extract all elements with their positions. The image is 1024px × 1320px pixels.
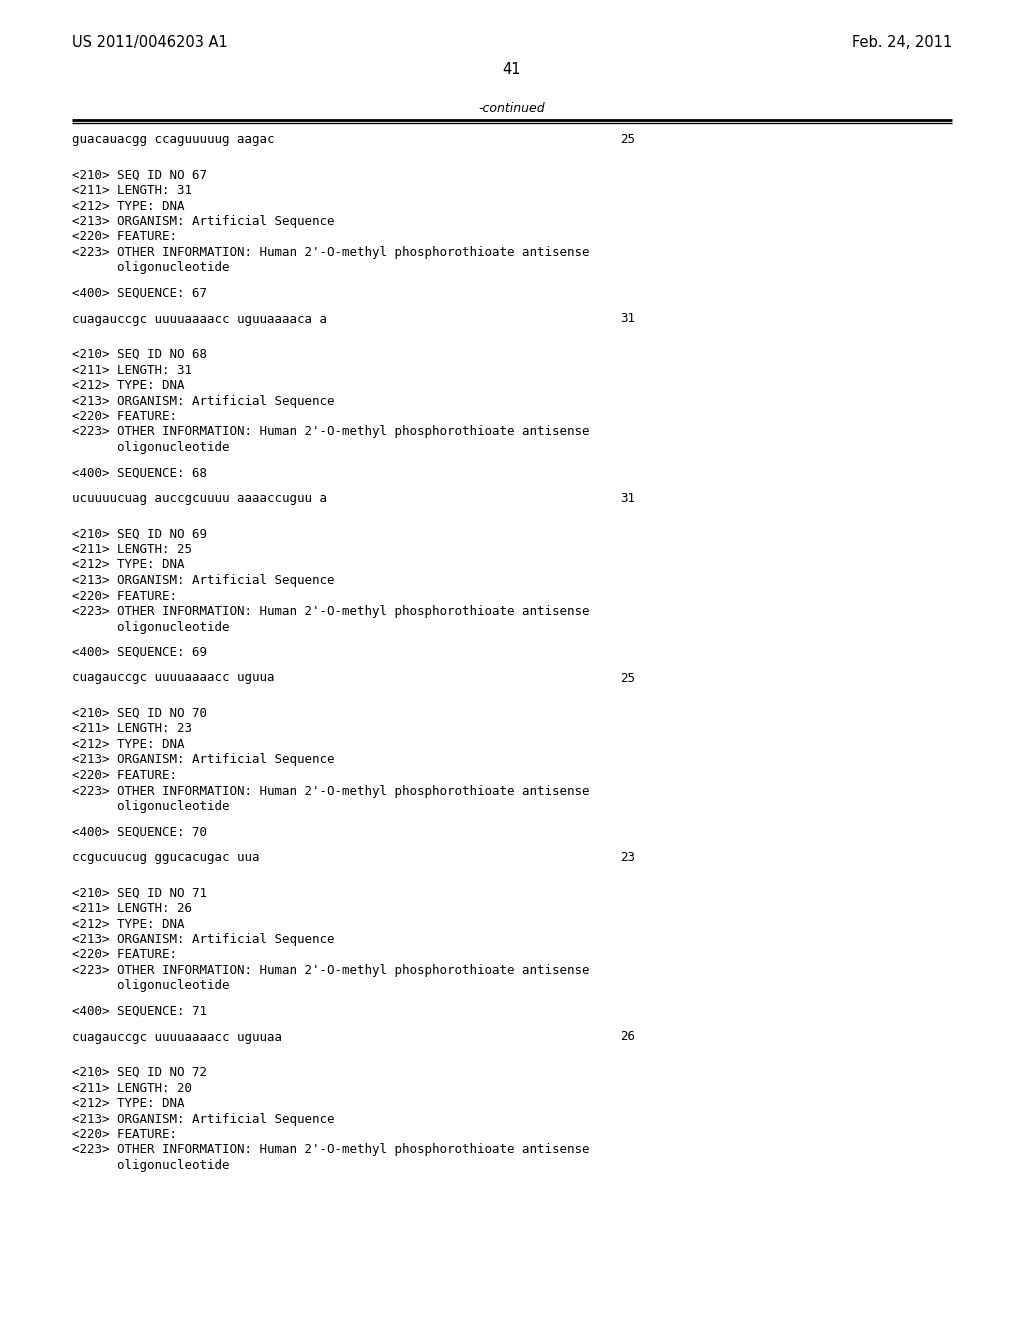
Text: <220> FEATURE:: <220> FEATURE: [72, 770, 177, 781]
Text: <400> SEQUENCE: 69: <400> SEQUENCE: 69 [72, 645, 207, 659]
Text: <223> OTHER INFORMATION: Human 2'-O-methyl phosphorothioate antisense: <223> OTHER INFORMATION: Human 2'-O-meth… [72, 784, 590, 797]
Text: <212> TYPE: DNA: <212> TYPE: DNA [72, 917, 184, 931]
Text: -continued: -continued [478, 102, 546, 115]
Text: <210> SEQ ID NO 67: <210> SEQ ID NO 67 [72, 169, 207, 181]
Text: 26: 26 [620, 1031, 635, 1044]
Text: cuagauccgc uuuuaaaacc uguua: cuagauccgc uuuuaaaacc uguua [72, 672, 274, 685]
Text: <223> OTHER INFORMATION: Human 2'-O-methyl phosphorothioate antisense: <223> OTHER INFORMATION: Human 2'-O-meth… [72, 605, 590, 618]
Text: <210> SEQ ID NO 69: <210> SEQ ID NO 69 [72, 528, 207, 540]
Text: oligonucleotide: oligonucleotide [72, 1159, 229, 1172]
Text: <213> ORGANISM: Artificial Sequence: <213> ORGANISM: Artificial Sequence [72, 1113, 335, 1126]
Text: <220> FEATURE:: <220> FEATURE: [72, 411, 177, 422]
Text: <212> TYPE: DNA: <212> TYPE: DNA [72, 1097, 184, 1110]
Text: Feb. 24, 2011: Feb. 24, 2011 [852, 36, 952, 50]
Text: <210> SEQ ID NO 71: <210> SEQ ID NO 71 [72, 887, 207, 899]
Text: <400> SEQUENCE: 67: <400> SEQUENCE: 67 [72, 286, 207, 300]
Text: cuagauccgc uuuuaaaacc uguuaaaaca a: cuagauccgc uuuuaaaacc uguuaaaaca a [72, 313, 327, 326]
Text: <210> SEQ ID NO 70: <210> SEQ ID NO 70 [72, 708, 207, 719]
Text: 23: 23 [620, 851, 635, 865]
Text: <220> FEATURE:: <220> FEATURE: [72, 590, 177, 602]
Text: <212> TYPE: DNA: <212> TYPE: DNA [72, 558, 184, 572]
Text: <213> ORGANISM: Artificial Sequence: <213> ORGANISM: Artificial Sequence [72, 395, 335, 408]
Text: <213> ORGANISM: Artificial Sequence: <213> ORGANISM: Artificial Sequence [72, 574, 335, 587]
Text: <212> TYPE: DNA: <212> TYPE: DNA [72, 379, 184, 392]
Text: <220> FEATURE:: <220> FEATURE: [72, 231, 177, 243]
Text: <213> ORGANISM: Artificial Sequence: <213> ORGANISM: Artificial Sequence [72, 215, 335, 228]
Text: oligonucleotide: oligonucleotide [72, 800, 229, 813]
Text: oligonucleotide: oligonucleotide [72, 261, 229, 275]
Text: 41: 41 [503, 62, 521, 77]
Text: cuagauccgc uuuuaaaacc uguuaa: cuagauccgc uuuuaaaacc uguuaa [72, 1031, 282, 1044]
Text: <223> OTHER INFORMATION: Human 2'-O-methyl phosphorothioate antisense: <223> OTHER INFORMATION: Human 2'-O-meth… [72, 964, 590, 977]
Text: <213> ORGANISM: Artificial Sequence: <213> ORGANISM: Artificial Sequence [72, 754, 335, 767]
Text: oligonucleotide: oligonucleotide [72, 979, 229, 993]
Text: 31: 31 [620, 492, 635, 506]
Text: <400> SEQUENCE: 71: <400> SEQUENCE: 71 [72, 1005, 207, 1018]
Text: <223> OTHER INFORMATION: Human 2'-O-methyl phosphorothioate antisense: <223> OTHER INFORMATION: Human 2'-O-meth… [72, 246, 590, 259]
Text: <220> FEATURE:: <220> FEATURE: [72, 1129, 177, 1140]
Text: <213> ORGANISM: Artificial Sequence: <213> ORGANISM: Artificial Sequence [72, 933, 335, 946]
Text: <211> LENGTH: 25: <211> LENGTH: 25 [72, 543, 193, 556]
Text: 25: 25 [620, 133, 635, 147]
Text: <400> SEQUENCE: 68: <400> SEQUENCE: 68 [72, 466, 207, 479]
Text: <212> TYPE: DNA: <212> TYPE: DNA [72, 199, 184, 213]
Text: <211> LENGTH: 31: <211> LENGTH: 31 [72, 363, 193, 376]
Text: <211> LENGTH: 26: <211> LENGTH: 26 [72, 902, 193, 915]
Text: US 2011/0046203 A1: US 2011/0046203 A1 [72, 36, 227, 50]
Text: <211> LENGTH: 23: <211> LENGTH: 23 [72, 722, 193, 735]
Text: <223> OTHER INFORMATION: Human 2'-O-methyl phosphorothioate antisense: <223> OTHER INFORMATION: Human 2'-O-meth… [72, 425, 590, 438]
Text: 25: 25 [620, 672, 635, 685]
Text: <210> SEQ ID NO 68: <210> SEQ ID NO 68 [72, 348, 207, 360]
Text: <211> LENGTH: 20: <211> LENGTH: 20 [72, 1081, 193, 1094]
Text: <220> FEATURE:: <220> FEATURE: [72, 949, 177, 961]
Text: <211> LENGTH: 31: <211> LENGTH: 31 [72, 183, 193, 197]
Text: <400> SEQUENCE: 70: <400> SEQUENCE: 70 [72, 825, 207, 838]
Text: 31: 31 [620, 313, 635, 326]
Text: oligonucleotide: oligonucleotide [72, 620, 229, 634]
Text: ccgucuucug ggucacugac uua: ccgucuucug ggucacugac uua [72, 851, 259, 865]
Text: <223> OTHER INFORMATION: Human 2'-O-methyl phosphorothioate antisense: <223> OTHER INFORMATION: Human 2'-O-meth… [72, 1143, 590, 1156]
Text: <212> TYPE: DNA: <212> TYPE: DNA [72, 738, 184, 751]
Text: guacauacgg ccaguuuuug aagac: guacauacgg ccaguuuuug aagac [72, 133, 274, 147]
Text: ucuuuucuag auccgcuuuu aaaaccuguu a: ucuuuucuag auccgcuuuu aaaaccuguu a [72, 492, 327, 506]
Text: <210> SEQ ID NO 72: <210> SEQ ID NO 72 [72, 1067, 207, 1078]
Text: oligonucleotide: oligonucleotide [72, 441, 229, 454]
